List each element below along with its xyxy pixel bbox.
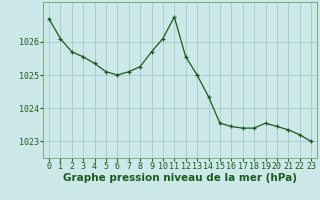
X-axis label: Graphe pression niveau de la mer (hPa): Graphe pression niveau de la mer (hPa) (63, 173, 297, 183)
